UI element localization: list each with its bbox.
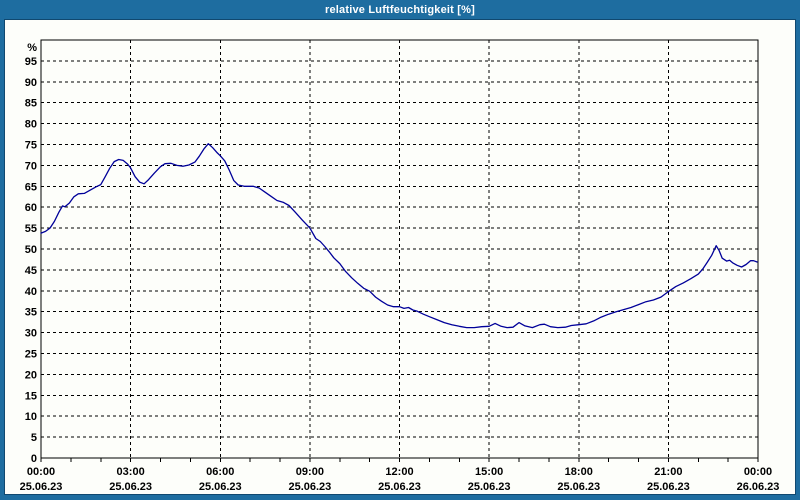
chart-client-area (4, 19, 796, 495)
title-bar[interactable]: relative Luftfeuchtigkeit [%] (0, 0, 800, 19)
window-title: relative Luftfeuchtigkeit [%] (324, 3, 476, 16)
